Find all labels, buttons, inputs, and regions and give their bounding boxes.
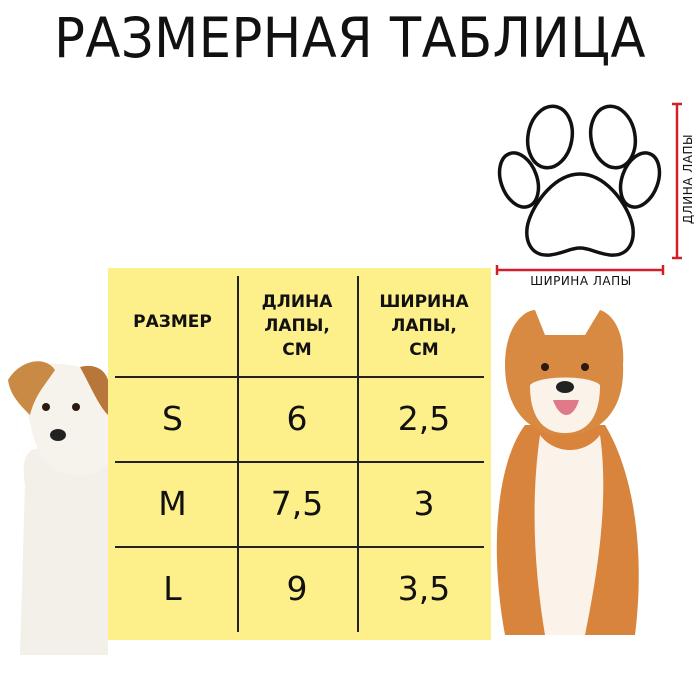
size-table: РАЗМЕР ДЛИНА ЛАПЫ, СМ ШИРИНА ЛАПЫ, СМ S 6 2,… — [108, 268, 491, 640]
row-divider — [115, 461, 484, 463]
width-dimension-line — [495, 265, 665, 275]
cell-width: 3 — [413, 484, 435, 523]
cell-length: 6 — [286, 399, 308, 438]
length-dimension-line — [672, 102, 682, 260]
paw-width-label: ШИРИНА ЛАПЫ — [530, 274, 632, 288]
header-paw-width: ШИРИНА ЛАПЫ, СМ — [379, 292, 469, 360]
cell-length: 9 — [286, 569, 308, 608]
paw-length-label: ДЛИНА ЛАПЫ — [681, 133, 695, 225]
cell-size: L — [163, 569, 182, 608]
column-divider — [357, 276, 359, 632]
header-size: РАЗМЕР — [133, 312, 212, 332]
paw-diagram — [495, 102, 682, 275]
left-dog-image — [8, 361, 108, 655]
cell-length: 7,5 — [270, 484, 324, 523]
page-title: РАЗМЕРНАЯ ТАБЛИЦА — [54, 6, 646, 70]
row-divider — [115, 376, 484, 378]
column-divider — [237, 276, 239, 632]
cell-size: S — [162, 399, 183, 438]
row-divider — [115, 546, 484, 548]
cell-width: 3,5 — [397, 569, 451, 608]
paw-icon — [497, 104, 662, 257]
right-dog-image — [496, 310, 639, 635]
cell-size: M — [158, 484, 187, 523]
header-paw-length: ДЛИНА ЛАПЫ, СМ — [261, 292, 333, 360]
cell-width: 2,5 — [397, 399, 451, 438]
